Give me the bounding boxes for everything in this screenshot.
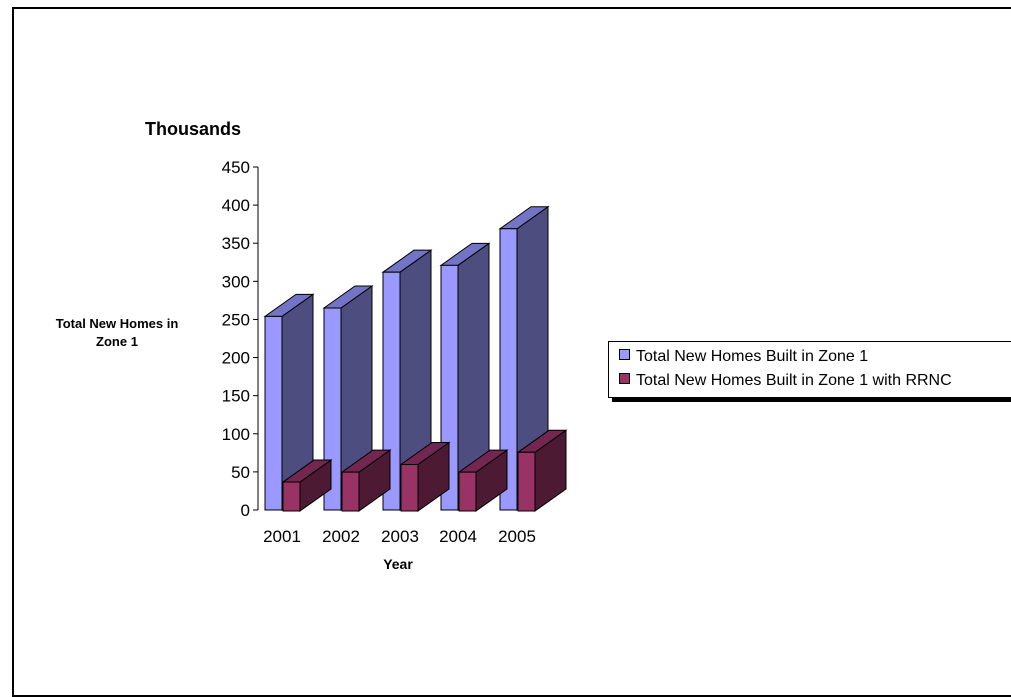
bar-rrnc-homes	[457, 449, 509, 512]
bar-rrnc-homes	[281, 459, 333, 512]
legend-swatch	[619, 373, 630, 384]
bar-rrnc-homes	[516, 429, 568, 512]
y-tick-label: 50	[231, 463, 250, 482]
bar-front-face	[323, 307, 342, 511]
y-tick-label: 350	[222, 234, 250, 253]
bar-front-face	[282, 481, 301, 512]
x-tick-label: 2002	[322, 527, 360, 546]
chart-legend: Total New Homes Built in Zone 1 Total Ne…	[608, 341, 1011, 398]
x-tick-label: 2005	[498, 527, 536, 546]
x-tick-label: 2001	[263, 527, 301, 546]
y-axis-title: Total New Homes in Zone 1	[56, 316, 179, 349]
bar-front-face	[341, 471, 360, 512]
x-tick-label: 2004	[439, 527, 477, 546]
bar-front-face	[400, 464, 419, 512]
y-tick-label: 100	[222, 425, 250, 444]
bar-rrnc-homes	[340, 449, 392, 512]
legend-label: Total New Homes Built in Zone 1 with RRN…	[636, 372, 952, 389]
bar-total-homes	[498, 205, 550, 511]
bar-front-face	[517, 451, 536, 512]
x-axis-title: Year	[383, 556, 413, 572]
legend-label: Total New Homes Built in Zone 1	[636, 348, 869, 365]
y-tick-label: 250	[222, 310, 250, 329]
bar-front-face	[458, 471, 477, 512]
bar-front-face	[499, 228, 518, 511]
legend-item: Total New Homes Built in Zone 1	[619, 348, 868, 366]
chart-plot: 0 50 100 150 200 250 300 350 400 450 2001 2002 2003 2…	[56, 119, 568, 572]
legend-swatch	[619, 349, 630, 360]
y-tick-label: 300	[222, 272, 250, 291]
y-tick-label: 400	[222, 196, 250, 215]
x-tick-label: 2003	[381, 527, 419, 546]
y-tick-label: 150	[222, 387, 250, 406]
chart-unit-label: Thousands	[145, 119, 241, 139]
bar-rrnc-homes	[399, 441, 451, 512]
y-tick-label: 450	[222, 158, 250, 177]
y-tick-label: 200	[222, 349, 250, 368]
y-tick-label: 0	[241, 501, 250, 520]
bar-total-homes	[263, 293, 315, 511]
bar-front-face	[264, 315, 283, 511]
legend-item: Total New Homes Built in Zone 1 with RRN…	[619, 372, 952, 390]
